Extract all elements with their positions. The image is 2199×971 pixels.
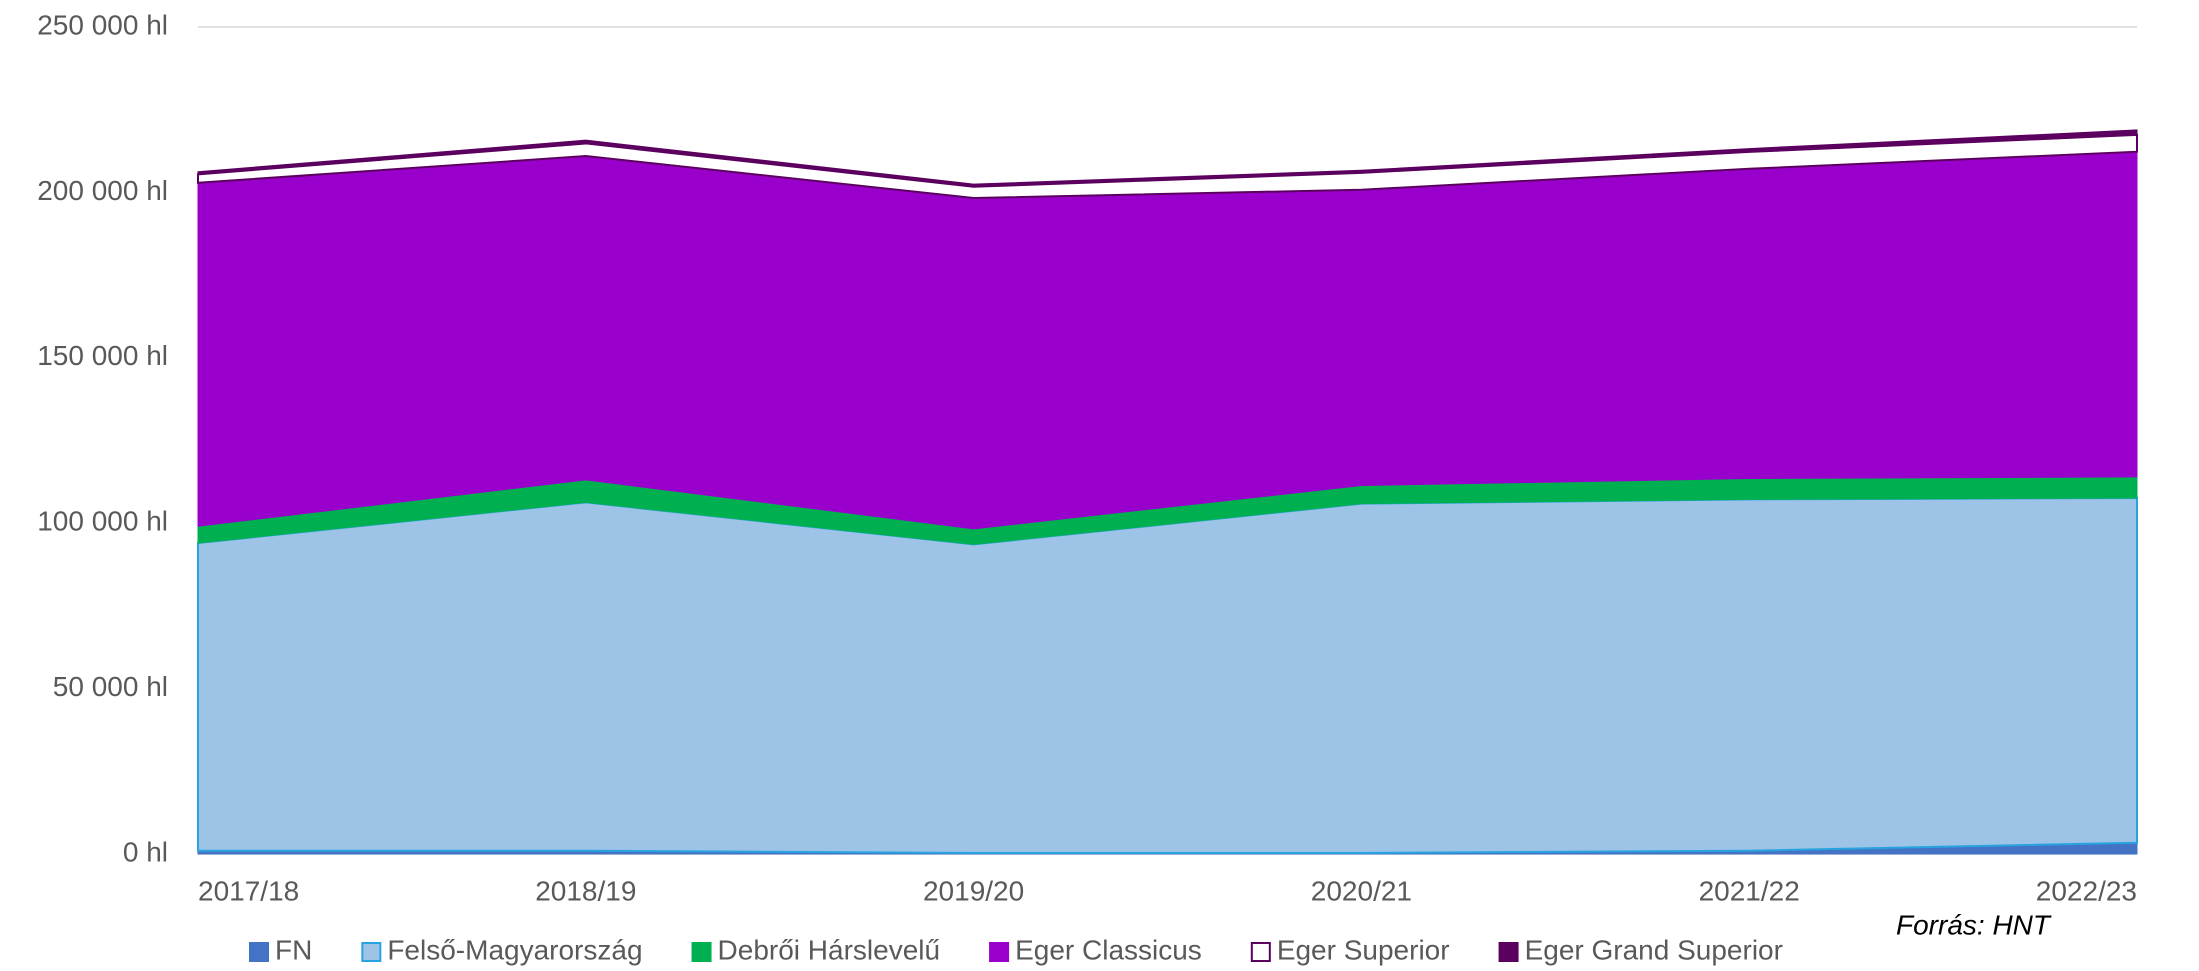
legend-swatch bbox=[361, 942, 382, 962]
legend-swatch bbox=[1250, 942, 1271, 962]
legend-label: Eger Grand Superior bbox=[1525, 934, 1783, 965]
area bbox=[197, 497, 2138, 855]
x-tick-label: 2018/19 bbox=[535, 875, 636, 906]
area bbox=[197, 151, 2138, 530]
legend-swatch bbox=[249, 942, 269, 962]
legend-label: Felső-Magyarország bbox=[387, 934, 642, 965]
labels: 0 hl 50 000 hl 100 000 hl 150 000 hl 200 000… bbox=[37, 9, 2137, 965]
y-tick-label: 100 000 hl bbox=[37, 506, 168, 537]
x-tick-label: 2020/21 bbox=[1311, 875, 1412, 906]
y-tick-label: 250 000 hl bbox=[37, 9, 168, 40]
legend-label: Eger Superior bbox=[1277, 934, 1450, 965]
area bbox=[197, 129, 2138, 188]
legend-swatch bbox=[989, 942, 1010, 962]
legend-label: Debrői Hárslevelű bbox=[718, 934, 941, 965]
x-tick-label: 2022/23 bbox=[2036, 875, 2137, 906]
y-tick-label: 150 000 hl bbox=[37, 340, 168, 371]
legend-label: Eger Classicus bbox=[1015, 934, 1202, 965]
x-tick-label: 2019/20 bbox=[923, 875, 1024, 906]
y-tick-label: 50 000 hl bbox=[53, 671, 168, 702]
source-note: Forrás: HNT bbox=[1896, 909, 2052, 940]
legend-label: FN bbox=[275, 934, 312, 965]
legend-swatch bbox=[1498, 942, 1519, 962]
y-tick-label: 200 000 hl bbox=[37, 175, 168, 206]
x-tick-label: 2021/22 bbox=[1699, 875, 1800, 906]
y-tick-label: 0 hl bbox=[123, 836, 168, 867]
x-tick-label: 2017/18 bbox=[198, 875, 299, 906]
areas bbox=[197, 129, 2138, 855]
legend-swatch bbox=[691, 942, 712, 962]
